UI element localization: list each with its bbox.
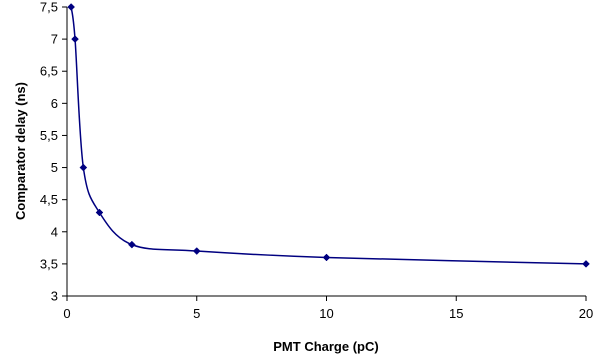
y-tick-label: 4 bbox=[51, 224, 58, 239]
series-layer bbox=[67, 3, 590, 268]
x-tick-label: 0 bbox=[63, 306, 70, 321]
y-tick-label: 3 bbox=[51, 289, 58, 304]
data-point bbox=[582, 260, 590, 268]
plot-area bbox=[67, 7, 586, 296]
y-tick-label: 6 bbox=[51, 96, 58, 111]
data-point bbox=[79, 163, 88, 172]
y-axis-ticks: 3 3,5 4 4,5 5 5,5 6 6,5 7 7,5 bbox=[40, 0, 67, 304]
y-tick-label: 3,5 bbox=[40, 256, 58, 271]
y-tick-label: 7 bbox=[51, 32, 58, 47]
y-tick-label: 4,5 bbox=[40, 192, 58, 207]
x-tick-label: 10 bbox=[319, 306, 333, 321]
data-point bbox=[67, 3, 76, 11]
data-point bbox=[95, 208, 104, 217]
data-point bbox=[322, 253, 331, 262]
data-point bbox=[192, 247, 201, 255]
x-tick-label: 15 bbox=[449, 306, 463, 321]
data-point bbox=[128, 240, 136, 249]
x-tick-label: 5 bbox=[193, 306, 200, 321]
x-axis-title: PMT Charge (pC) bbox=[273, 339, 378, 354]
y-axis-title: Comparator delay (ns) bbox=[13, 82, 28, 220]
y-tick-label: 5,5 bbox=[40, 128, 58, 143]
x-axis-ticks: 0 5 10 15 20 bbox=[63, 296, 593, 321]
data-point bbox=[71, 35, 79, 43]
x-tick-label: 20 bbox=[579, 306, 593, 321]
y-tick-label: 6,5 bbox=[40, 64, 58, 79]
y-tick-label: 7,5 bbox=[40, 0, 58, 15]
y-tick-label: 5 bbox=[51, 160, 58, 175]
